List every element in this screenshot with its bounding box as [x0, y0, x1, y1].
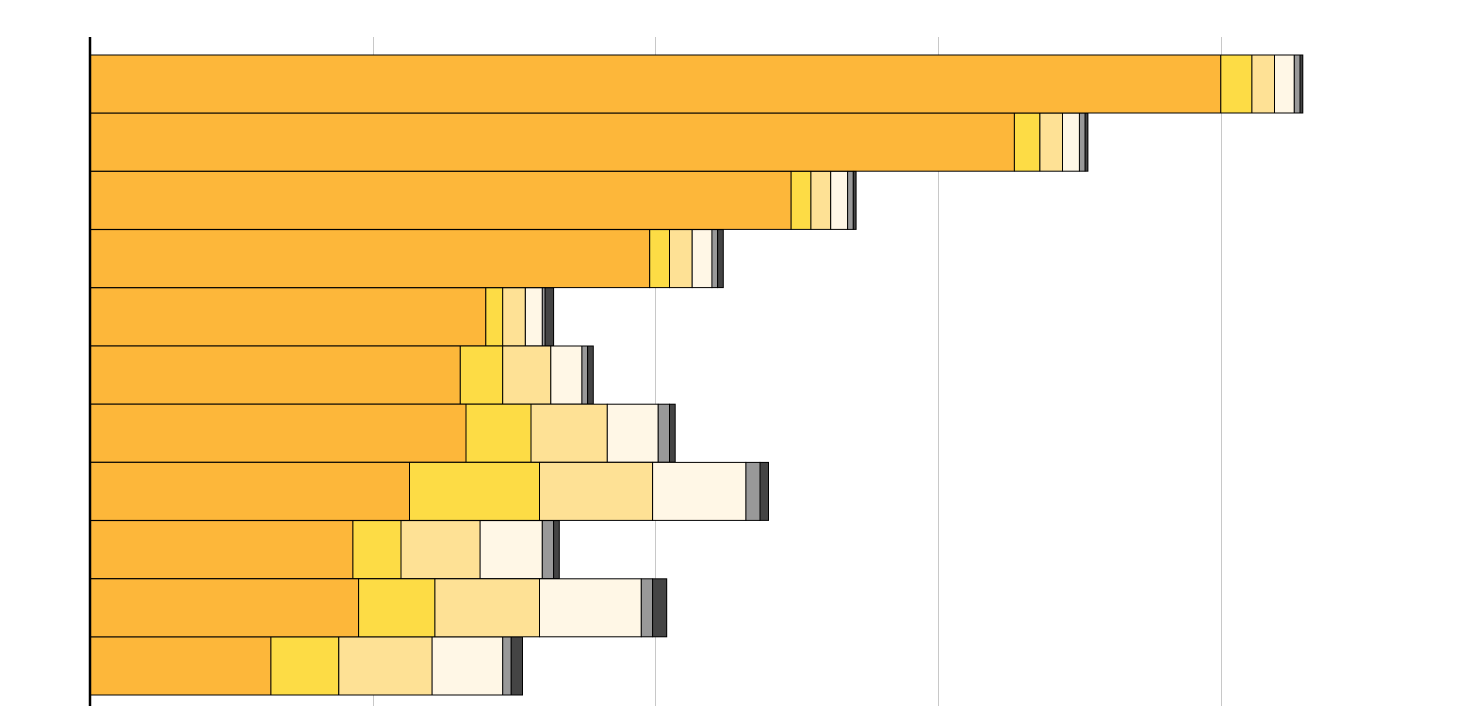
bar-8-segment-6	[759, 461, 769, 521]
bar-8-segment-1	[89, 461, 410, 521]
bar-10-segment-6	[652, 578, 668, 638]
bar-11-segment-3	[338, 636, 433, 696]
bar-3-segment-1	[89, 170, 792, 230]
bar-9-segment-2	[352, 520, 402, 580]
bar-7-segment-5	[657, 403, 671, 463]
bar-4-segment-6	[717, 229, 724, 289]
bar-1-segment-5	[1293, 54, 1301, 114]
bar-6-segment-3	[502, 345, 552, 405]
bar-5-segment-2	[485, 287, 504, 347]
bar-9-segment-5	[541, 520, 555, 580]
bar-7-segment-3	[530, 403, 608, 463]
bar-row-4	[89, 229, 724, 289]
bar-4-segment-1	[89, 229, 651, 289]
bar-6-segment-1	[89, 345, 461, 405]
bar-3-segment-4	[830, 170, 849, 230]
bar-3-segment-6	[852, 170, 857, 230]
bar-9-segment-1	[89, 520, 354, 580]
bar-7-segment-2	[465, 403, 532, 463]
bar-1-segment-6	[1299, 54, 1304, 114]
bar-11-segment-5	[502, 636, 512, 696]
bar-6-segment-6	[587, 345, 594, 405]
bar-5-segment-1	[89, 287, 487, 347]
bar-row-8	[89, 461, 769, 521]
bar-row-2	[89, 112, 1089, 172]
bar-1-segment-4	[1274, 54, 1295, 114]
bar-5-segment-3	[502, 287, 526, 347]
bar-1-segment-2	[1220, 54, 1253, 114]
bar-10-segment-2	[358, 578, 436, 638]
bar-row-9	[89, 520, 560, 580]
bar-2-segment-6	[1084, 112, 1089, 172]
bar-row-6	[89, 345, 594, 405]
bar-4-segment-3	[669, 229, 693, 289]
bar-10-segment-1	[89, 578, 360, 638]
bar-4-segment-4	[691, 229, 713, 289]
bar-row-10	[89, 578, 668, 638]
bar-rows	[89, 54, 1304, 696]
bar-9-segment-3	[400, 520, 481, 580]
bar-6-segment-2	[459, 345, 504, 405]
bar-7-segment-1	[89, 403, 467, 463]
bar-2-segment-1	[89, 112, 1015, 172]
bar-11-segment-1	[89, 636, 272, 696]
bar-row-1	[89, 54, 1304, 114]
bar-9-segment-6	[553, 520, 560, 580]
bar-4-segment-5	[711, 229, 719, 289]
bar-row-5	[89, 287, 555, 347]
bar-7-segment-6	[669, 403, 676, 463]
bar-2-segment-2	[1013, 112, 1041, 172]
bar-row-11	[89, 636, 524, 696]
bar-2-segment-4	[1062, 112, 1080, 172]
bar-11-segment-4	[431, 636, 504, 696]
bar-9-segment-4	[479, 520, 543, 580]
bar-5-segment-6	[544, 287, 555, 347]
bar-10-segment-4	[539, 578, 642, 638]
bar-6-segment-5	[581, 345, 589, 405]
bar-10-segment-3	[434, 578, 540, 638]
bar-2-segment-5	[1078, 112, 1086, 172]
bar-7-segment-4	[606, 403, 659, 463]
bar-11-segment-6	[510, 636, 524, 696]
bar-3-segment-2	[790, 170, 812, 230]
bar-5-segment-4	[524, 287, 543, 347]
bar-8-segment-4	[652, 461, 747, 521]
bar-row-7	[89, 403, 676, 463]
bar-2-segment-3	[1039, 112, 1064, 172]
bar-8-segment-3	[539, 461, 654, 521]
bar-row-3	[89, 170, 857, 230]
bar-10-segment-5	[640, 578, 654, 638]
bar-4-segment-2	[649, 229, 671, 289]
bar-6-segment-4	[550, 345, 583, 405]
bar-3-segment-3	[810, 170, 832, 230]
bar-1-segment-1	[89, 54, 1222, 114]
bar-3-segment-5	[847, 170, 854, 230]
bar-8-segment-5	[745, 461, 761, 521]
bar-11-segment-2	[270, 636, 340, 696]
bar-1-segment-3	[1251, 54, 1276, 114]
bar-8-segment-2	[409, 461, 540, 521]
